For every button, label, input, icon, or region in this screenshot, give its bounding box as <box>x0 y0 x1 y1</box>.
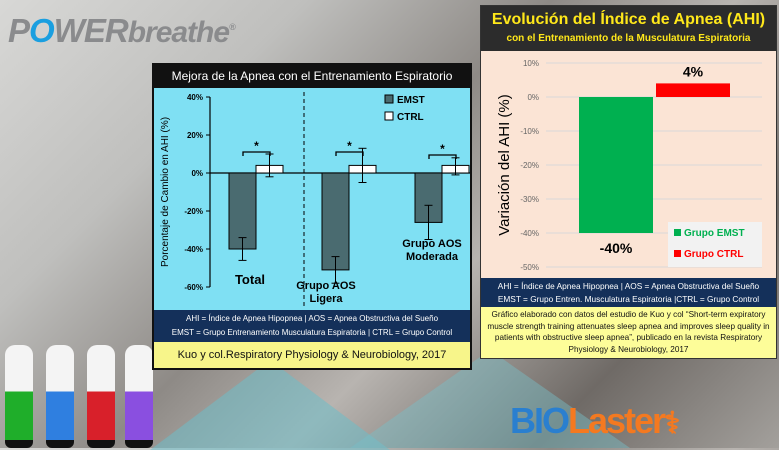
device-red <box>87 345 115 448</box>
significance-bracket <box>335 151 364 156</box>
bar-emst <box>579 97 653 233</box>
device-green <box>5 345 33 448</box>
bar-ctrl <box>656 83 730 97</box>
y-tick-label: 10% <box>523 59 539 68</box>
significance-bracket <box>428 154 457 159</box>
y-tick-label: 0% <box>527 93 539 102</box>
significance-marker: * <box>254 139 259 153</box>
significance-marker: * <box>347 139 352 153</box>
abbr-line: EMST = Grupo Entren. Musculatura Espirat… <box>497 294 760 304</box>
abbr-line: EMST = Grupo Entrenamiento Musculatura E… <box>171 328 453 337</box>
category-label: Total <box>235 272 265 287</box>
legend-label-emst: EMST <box>397 95 425 106</box>
right-citation: Gráfico elaborado con datos del estudio … <box>481 307 776 358</box>
y-tick-label: -40% <box>184 245 203 254</box>
legend-label-ctrl: Grupo CTRL <box>684 249 743 260</box>
right-chart-panel: Evolución del Índice de Apnea (AHI) con … <box>480 5 777 359</box>
left-chart-title: Mejora de la Apnea con el Entrenamiento … <box>171 69 453 83</box>
bar-emst <box>321 172 350 271</box>
device-blue <box>46 345 74 448</box>
right-chart-header: Evolución del Índice de Apnea (AHI) con … <box>481 6 776 51</box>
legend-swatch-ctrl <box>384 111 394 121</box>
right-chart-title: Evolución del Índice de Apnea (AHI) <box>491 11 766 28</box>
y-tick-label: 20% <box>187 131 203 140</box>
y-tick-label: -40% <box>520 229 539 238</box>
category-label: Grupo AOS <box>402 238 461 250</box>
left-abbreviations: AHI = Índice de Apnea Hipopnea | AOS = A… <box>154 310 470 342</box>
right-bar-chart: 10% 0% -10% -20% -30% -40% -50% Variación del A… <box>496 59 762 272</box>
category-label: Moderada <box>406 251 459 263</box>
category-label: Grupo AOS <box>296 280 355 292</box>
left-bar-chart: 40% 20% 0% -20% -40% -60% Porcentaje de Cambio… <box>160 92 470 308</box>
powerbreathe-logo: POWERbreathe® <box>8 12 236 49</box>
abbr-line: AHI = Índice de Apnea Hipopnea | AOS = A… <box>185 314 439 323</box>
legend-label-ctrl: CTRL <box>397 112 424 123</box>
legend-swatch-emst <box>384 94 394 104</box>
device-purple <box>125 345 153 448</box>
background-triangle <box>150 360 390 450</box>
y-tick-label: -20% <box>520 161 539 170</box>
bar-emst <box>228 172 257 250</box>
data-label: -40% <box>600 240 633 256</box>
right-chart-subtitle: con el Entrenamiento de la Musculatura E… <box>506 33 751 44</box>
y-tick-label: 40% <box>187 93 203 102</box>
biolaster-logo: BIOLaster⚕ <box>510 400 680 441</box>
significance-marker: * <box>440 142 445 156</box>
data-label: 4% <box>683 63 704 79</box>
y-axis-label: Porcentaje de Cambio en AHI (%) <box>160 117 171 267</box>
left-citation: Kuo y col.Respiratory Physiology & Neuro… <box>154 342 470 368</box>
y-axis-label: Variación del AHI (%) <box>496 94 513 235</box>
y-tick-label: -50% <box>520 263 539 272</box>
y-tick-label: -10% <box>520 127 539 136</box>
legend-swatch-emst <box>674 229 681 236</box>
abbr-line: AHI = Índice de Apnea Hipopnea | AOS = A… <box>497 281 760 291</box>
left-chart-panel: Mejora de la Apnea con el Entrenamiento … <box>152 63 472 370</box>
legend-box <box>668 222 762 267</box>
right-abbreviations: AHI = Índice de Apnea Hipopnea | AOS = A… <box>481 278 776 307</box>
legend-swatch-ctrl <box>674 250 681 257</box>
significance-bracket <box>242 151 271 156</box>
y-tick-label: -60% <box>184 283 203 292</box>
y-tick-label: -30% <box>520 195 539 204</box>
legend-label-emst: Grupo EMST <box>684 228 745 239</box>
y-tick-label: 0% <box>191 169 203 178</box>
y-tick-label: -20% <box>184 207 203 216</box>
category-label: Ligera <box>309 293 343 305</box>
